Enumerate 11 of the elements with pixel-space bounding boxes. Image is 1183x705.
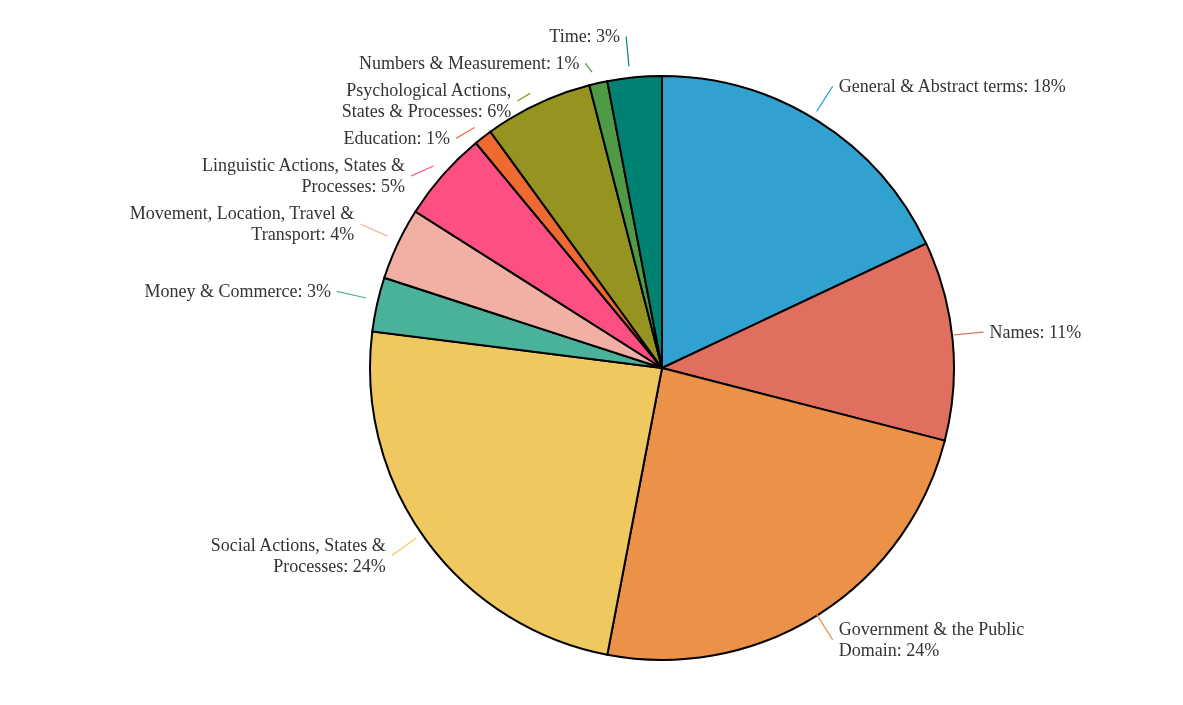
slice-label: Numbers & Measurement: 1%: [359, 53, 580, 74]
slice-label: Movement, Location, Travel & Transport: 4%: [129, 203, 355, 245]
slice-label: Social Actions, States & Processes: 24%: [210, 535, 386, 577]
slice-label: Education: 1%: [343, 128, 450, 149]
slice-label: Names: 11%: [989, 322, 1082, 343]
slice-label: Money & Commerce: 3%: [144, 281, 331, 302]
slice-label: Time: 3%: [549, 26, 621, 47]
slice-label: Government & the Public Domain: 24%: [838, 619, 1025, 661]
slice-label: Linguistic Actions, States & Processes: 5%: [201, 155, 405, 197]
slice-label: General & Abstract terms: 18%: [838, 76, 1066, 97]
slice-label: Psychological Actions, States & Processes: 6%: [341, 80, 512, 122]
